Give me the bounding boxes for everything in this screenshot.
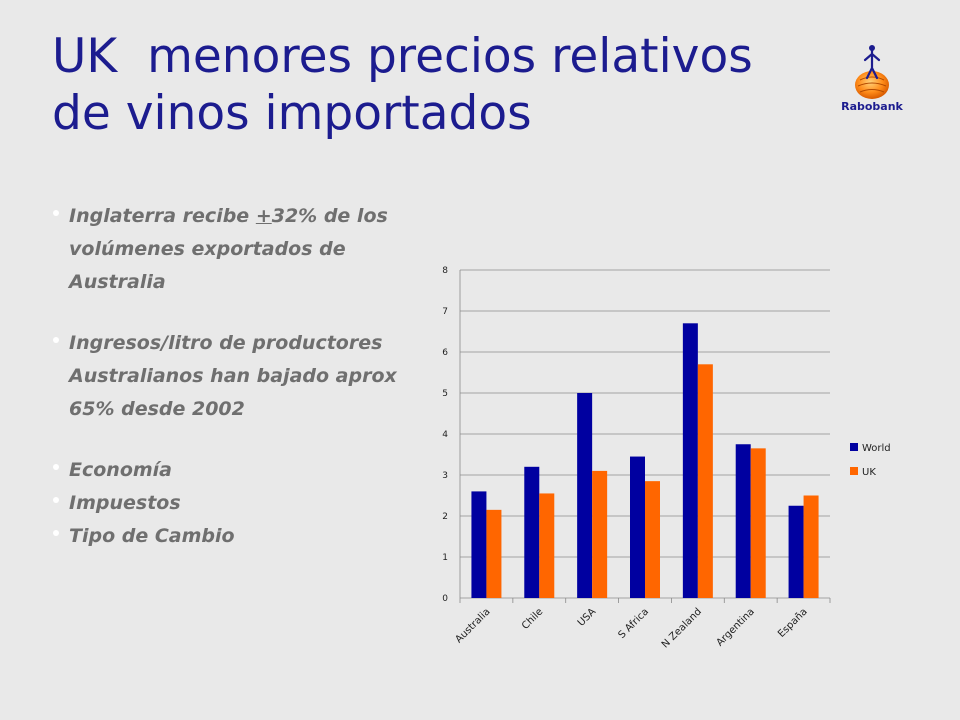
y-tick-label: 4	[442, 430, 448, 440]
x-tick-label: S Africa	[616, 606, 651, 641]
bullet-item: Tipo de Cambio	[50, 520, 410, 553]
bar-uk	[750, 448, 766, 598]
bar-world	[524, 466, 540, 598]
bar-uk	[645, 481, 660, 598]
rabobank-logo-text: Rabobank	[841, 100, 903, 113]
bar-uk	[697, 364, 713, 598]
bullet-list: Inglaterra recibe +32% de los volúmenes …	[50, 200, 410, 553]
bar-world	[735, 444, 751, 598]
bullet-item: Inglaterra recibe +32% de los volúmenes …	[50, 200, 410, 299]
title-line-2: de vinos importados	[52, 86, 532, 141]
bar-world	[682, 323, 698, 598]
y-tick-label: 1	[442, 553, 448, 563]
legend-label: UK	[862, 467, 876, 478]
x-tick-label: Chile	[520, 606, 545, 631]
x-tick-label: Australia	[453, 606, 492, 645]
bar-world	[788, 505, 804, 598]
y-tick-label: 5	[442, 389, 448, 399]
bullet-text: 32% de los volúmenes exportados de Austr…	[69, 205, 388, 293]
bar-world	[577, 393, 593, 598]
bullet-item: Economía	[50, 454, 410, 487]
y-tick-label: 0	[442, 594, 448, 604]
x-tick-label: Argentina	[715, 606, 757, 648]
y-tick-label: 6	[442, 348, 448, 358]
bar-world	[471, 491, 487, 598]
rabobank-logo-icon	[855, 45, 889, 99]
x-tick-label: N Zealand	[660, 606, 704, 650]
bullet-underline-text: +	[255, 205, 272, 227]
bar-uk	[592, 470, 608, 598]
legend-label: World	[862, 443, 891, 454]
bullet-item: Ingresos/litro de productores Australian…	[50, 327, 410, 426]
x-tick-label: España	[776, 606, 810, 640]
slide-title: UK menores precios relativos de vinos im…	[52, 28, 812, 142]
bar-uk	[803, 495, 819, 598]
bar-uk	[486, 509, 502, 598]
legend-swatch-uk	[850, 467, 858, 475]
price-bar-chart: 0 1 2 3 4 5 6 7 8 Australia Chile USA S Africa N Zeal…	[442, 266, 891, 650]
bullet-item: Impuestos	[50, 487, 410, 520]
bar-uk	[539, 493, 555, 598]
x-tick-label: USA	[576, 606, 599, 629]
y-tick-label: 7	[442, 307, 448, 317]
y-tick-label: 8	[442, 266, 448, 276]
bar-world	[630, 456, 645, 598]
bullet-text: Inglaterra recibe	[69, 205, 256, 227]
legend-swatch-world	[850, 443, 858, 451]
y-tick-label: 2	[442, 512, 448, 522]
y-tick-label: 3	[442, 471, 448, 481]
title-line-1: UK menores precios relativos	[52, 29, 753, 84]
